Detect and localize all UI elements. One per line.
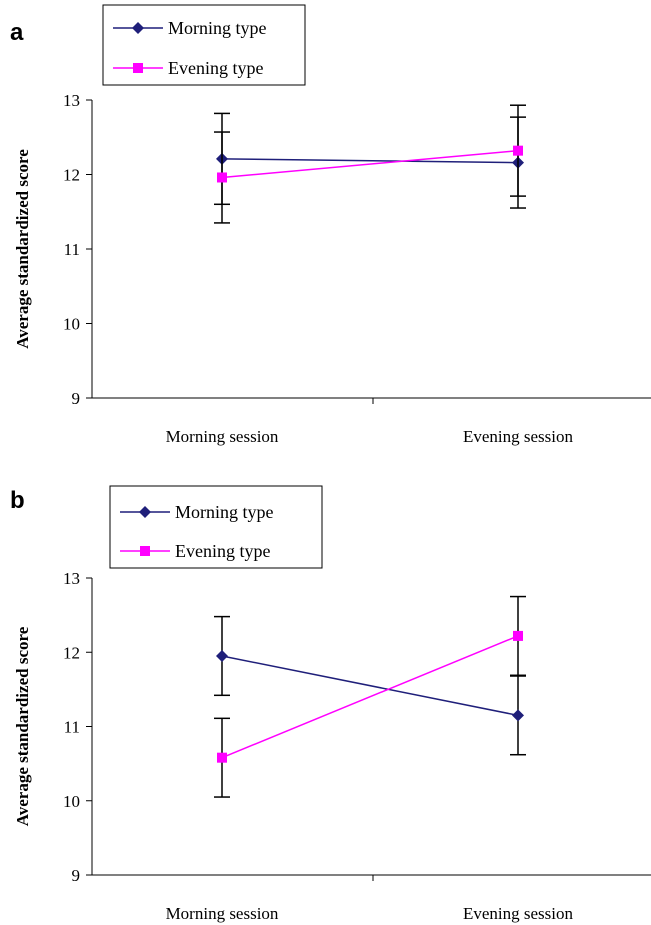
legend-label: Morning type: [175, 502, 274, 522]
series-line: [221, 655, 519, 717]
marker-0-square-1: [513, 145, 523, 156]
legend-label: Evening type: [168, 58, 263, 78]
marker-1-diamond-0: [216, 649, 228, 662]
marker-0-square-legend-1: [133, 63, 143, 73]
marker-1-square-1: [513, 630, 523, 641]
x-tick-label: Morning session: [166, 904, 279, 923]
x-tick-label: Morning session: [166, 427, 279, 446]
y-tick-label: 10: [63, 315, 80, 334]
y-tick-label: 13: [63, 569, 80, 588]
legend-label: Morning type: [168, 18, 267, 38]
x-tick-label: Evening session: [463, 904, 574, 923]
series-line: [221, 158, 519, 164]
marker-0-diamond-legend-0: [132, 22, 144, 34]
marker-1-diamond-legend-0: [139, 506, 151, 518]
panel-label: b: [10, 487, 25, 514]
panel-label: a: [10, 19, 24, 46]
legend: Morning type Evening type: [109, 485, 323, 569]
y-tick-label: 13: [63, 91, 80, 110]
marker-1-square-0: [217, 752, 227, 763]
y-tick-label: 11: [64, 240, 80, 259]
series-evening-type: [214, 595, 526, 798]
marker-0-square-0: [217, 172, 227, 183]
y-axis-title: Average standardized score: [13, 149, 32, 349]
y-tick-label: 12: [63, 643, 80, 662]
series-morning-type: [214, 112, 526, 209]
y-tick-label: 11: [64, 718, 80, 737]
x-tick-label: Evening session: [463, 427, 574, 446]
y-tick-label: 9: [72, 866, 81, 885]
marker-1-square-legend-1: [140, 546, 150, 556]
y-tick-label: 10: [63, 792, 80, 811]
series-line: [221, 635, 519, 759]
chart-panel-a: a 9 10 11 12 13 Morning session Evening session…: [10, 4, 651, 446]
series-line: [221, 149, 519, 179]
y-tick-label: 9: [72, 389, 81, 408]
y-axis-title: Average standardized score: [13, 626, 32, 826]
series-evening-type: [214, 104, 526, 224]
marker-1-diamond-1: [512, 709, 524, 722]
series-morning-type: [214, 615, 526, 756]
legend: Morning type Evening type: [102, 4, 306, 86]
y-tick-label: 12: [63, 166, 80, 185]
chart-panel-b: b 9 10 11 12 13 Morning session Evening session…: [10, 485, 651, 923]
legend-label: Evening type: [175, 541, 270, 561]
